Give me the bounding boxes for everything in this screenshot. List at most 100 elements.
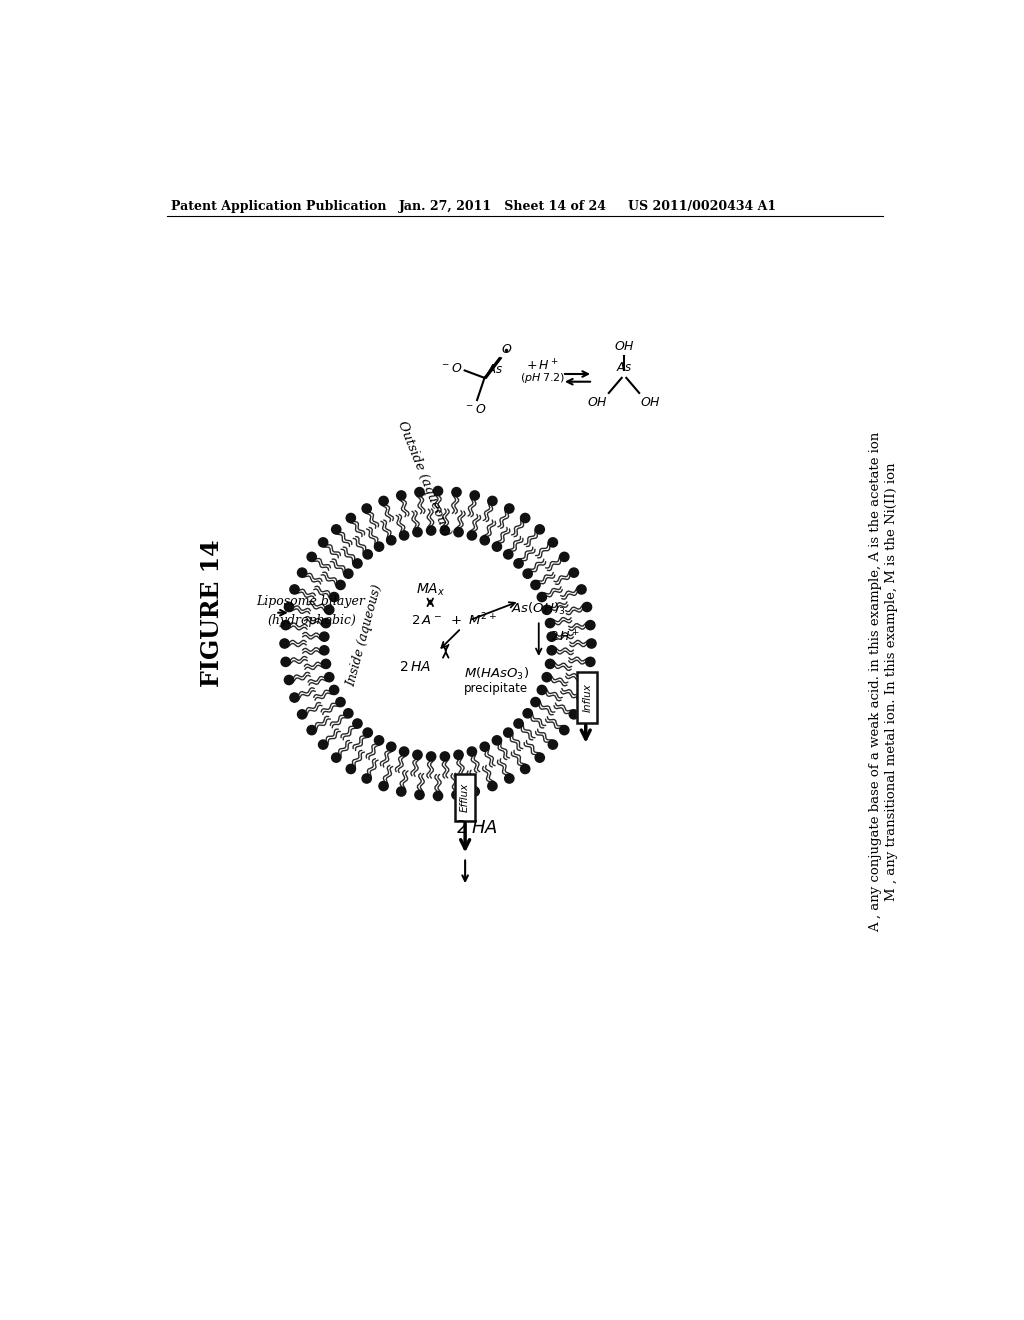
Text: Patent Application Publication: Patent Application Publication (171, 199, 386, 213)
Circle shape (542, 605, 551, 614)
Circle shape (569, 568, 579, 577)
Text: Influx: Influx (583, 682, 592, 711)
Circle shape (399, 747, 409, 756)
Text: FIGURE 14: FIGURE 14 (200, 539, 223, 686)
Text: A , any conjugate base of a weak acid. in this example, A is the acetate ion: A , any conjugate base of a weak acid. i… (869, 432, 883, 932)
Circle shape (364, 549, 373, 558)
Circle shape (577, 693, 586, 702)
Text: $2\;HA$: $2\;HA$ (456, 820, 499, 837)
Circle shape (426, 525, 436, 535)
Text: $(pH\;7.2)$: $(pH\;7.2)$ (520, 371, 565, 385)
Circle shape (344, 709, 353, 718)
Text: $M(HAsO_3)$: $M(HAsO_3)$ (464, 667, 528, 682)
Circle shape (415, 791, 424, 800)
Circle shape (504, 549, 513, 558)
Circle shape (505, 774, 514, 783)
Circle shape (586, 620, 595, 630)
Circle shape (298, 710, 307, 719)
Circle shape (336, 697, 345, 706)
Circle shape (480, 742, 489, 751)
Text: $MA_x$: $MA_x$ (416, 581, 444, 598)
Text: $OH$: $OH$ (587, 396, 607, 409)
Circle shape (470, 491, 479, 500)
Text: Jan. 27, 2011   Sheet 14 of 24: Jan. 27, 2011 Sheet 14 of 24 (399, 199, 607, 213)
Circle shape (346, 513, 355, 523)
Circle shape (399, 531, 409, 540)
Circle shape (577, 585, 586, 594)
Circle shape (514, 558, 523, 568)
Text: US 2011/0020434 A1: US 2011/0020434 A1 (628, 199, 776, 213)
Circle shape (548, 741, 557, 750)
Circle shape (520, 513, 529, 523)
Circle shape (290, 693, 299, 702)
Circle shape (387, 742, 396, 751)
Text: Efflux: Efflux (460, 783, 470, 812)
Text: $2\,A^-\ +\ M^{2+}$: $2\,A^-\ +\ M^{2+}$ (411, 612, 497, 628)
Circle shape (523, 709, 532, 718)
Circle shape (546, 619, 555, 628)
Circle shape (346, 764, 355, 774)
Circle shape (396, 491, 406, 500)
Circle shape (344, 569, 353, 578)
Circle shape (379, 496, 388, 506)
Circle shape (493, 543, 502, 552)
Circle shape (298, 568, 307, 577)
Circle shape (505, 504, 514, 513)
Circle shape (325, 605, 334, 614)
Circle shape (548, 537, 557, 546)
Circle shape (332, 525, 341, 535)
Text: $As$: $As$ (615, 360, 632, 374)
Circle shape (433, 792, 442, 800)
Circle shape (330, 536, 547, 751)
Circle shape (336, 581, 345, 590)
Circle shape (413, 528, 422, 537)
Circle shape (560, 552, 569, 561)
Circle shape (413, 750, 422, 759)
Circle shape (353, 719, 362, 729)
Circle shape (454, 750, 463, 759)
Circle shape (322, 659, 331, 668)
Circle shape (586, 657, 595, 667)
Text: Inside (aqueous): Inside (aqueous) (344, 583, 384, 688)
Circle shape (583, 602, 592, 611)
Circle shape (536, 525, 545, 535)
Circle shape (379, 781, 388, 791)
Circle shape (387, 536, 396, 545)
Text: precipitate: precipitate (464, 681, 528, 694)
Circle shape (514, 719, 523, 729)
Circle shape (546, 659, 555, 668)
Circle shape (285, 602, 294, 611)
Circle shape (520, 764, 529, 774)
Circle shape (454, 528, 463, 537)
Circle shape (330, 593, 339, 602)
Circle shape (440, 752, 450, 762)
Circle shape (325, 673, 334, 682)
Circle shape (467, 747, 476, 756)
Circle shape (319, 632, 329, 642)
Circle shape (467, 531, 476, 540)
Circle shape (583, 676, 592, 685)
Bar (455, 775, 475, 821)
Circle shape (470, 787, 479, 796)
Circle shape (285, 676, 294, 685)
Circle shape (319, 645, 329, 655)
Circle shape (322, 619, 331, 628)
Circle shape (290, 585, 299, 594)
Circle shape (440, 525, 450, 535)
Text: $2\,H^+$: $2\,H^+$ (550, 630, 581, 645)
Text: $^-O$: $^-O$ (439, 363, 462, 375)
Bar (578, 672, 597, 722)
Text: Liposome bilayer: Liposome bilayer (256, 594, 365, 607)
Circle shape (318, 537, 328, 546)
Circle shape (362, 774, 372, 783)
Circle shape (560, 726, 569, 735)
Text: $OH$: $OH$ (613, 341, 635, 354)
Text: $OH$: $OH$ (640, 396, 662, 409)
Circle shape (318, 741, 328, 750)
Circle shape (375, 543, 384, 552)
Circle shape (480, 536, 489, 545)
Circle shape (330, 685, 339, 694)
Text: M , any transitional metal ion. In this example, M is the Ni(II) ion: M , any transitional metal ion. In this … (885, 463, 898, 902)
Circle shape (307, 552, 316, 561)
Text: $O$: $O$ (501, 343, 512, 356)
